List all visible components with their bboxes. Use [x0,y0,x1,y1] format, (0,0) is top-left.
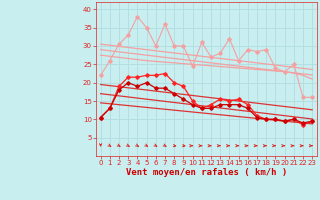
X-axis label: Vent moyen/en rafales ( km/h ): Vent moyen/en rafales ( km/h ) [126,168,287,177]
